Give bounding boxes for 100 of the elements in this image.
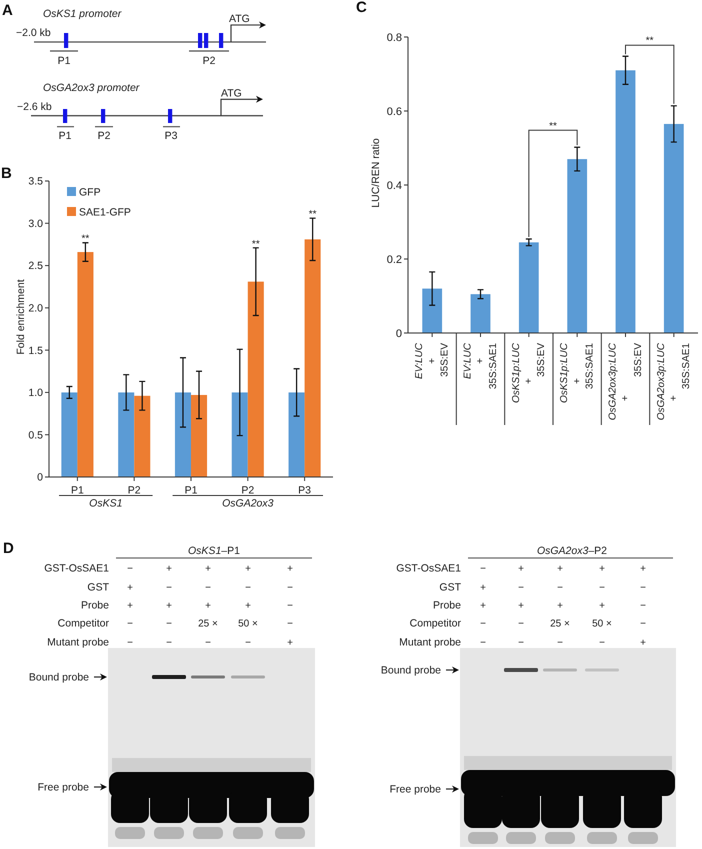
text: GST <box>439 582 462 594</box>
bar <box>616 70 636 333</box>
text: Free probe <box>390 784 442 796</box>
text: + <box>480 582 486 594</box>
bar <box>422 288 442 333</box>
text: ATG <box>221 88 242 100</box>
text: − <box>480 638 486 649</box>
text: + <box>287 564 294 575</box>
text: − <box>557 582 564 594</box>
text: − <box>287 600 294 612</box>
text: 25 × <box>550 618 570 630</box>
text: + <box>127 600 134 612</box>
text: − <box>599 638 606 649</box>
text: Mutant probe <box>47 636 110 649</box>
text: − <box>127 564 134 575</box>
y-axis-title: Fold enrichment <box>15 279 27 355</box>
text: ATG <box>229 13 250 25</box>
text: − <box>518 618 524 630</box>
text: − <box>205 638 212 649</box>
text: P1 <box>58 55 71 67</box>
text: Bound probe <box>380 664 442 677</box>
text: −2.0 kb <box>16 27 51 39</box>
text: GST <box>87 582 110 594</box>
bar <box>248 282 264 477</box>
legend-label: SAE1-GFP <box>79 206 131 218</box>
bar <box>518 242 539 333</box>
y-tick-label: 0.6 <box>386 106 402 118</box>
annotation: ** <box>549 120 557 132</box>
text: OsKS1 promoter <box>43 8 122 20</box>
text: Probe <box>80 600 110 612</box>
y-tick-label: 0.8 <box>386 32 402 44</box>
x-tick-label: P2 <box>241 484 254 496</box>
y-axis-title: LUC/REN ratio <box>370 138 382 208</box>
y-tick-label: 3.5 <box>28 176 44 188</box>
text: P2 <box>202 55 216 67</box>
text: + <box>127 582 134 594</box>
y-tick-label: 0 <box>37 472 44 484</box>
y-tick-label: 1.5 <box>28 344 44 357</box>
text: − <box>480 618 486 630</box>
text: + <box>518 564 524 575</box>
chart-title: B <box>1 165 12 182</box>
text: 25 × <box>198 618 218 630</box>
text: OsGA2ox3–P2 <box>536 545 608 557</box>
bar <box>664 124 684 333</box>
x-tick-label: P1 <box>70 484 84 496</box>
annotation: ** <box>252 238 260 250</box>
text: − <box>287 618 294 630</box>
x-tick-label: EV:LUC + 35S:SAE1 <box>462 342 499 390</box>
annotation: ** <box>82 234 90 245</box>
bar <box>174 392 191 477</box>
text: − <box>166 638 172 649</box>
bar <box>77 252 94 477</box>
y-tick-label: 2.0 <box>28 302 44 315</box>
text: − <box>518 638 524 649</box>
text: + <box>287 638 294 649</box>
text: + <box>166 564 172 575</box>
y-tick-label: 0 <box>396 328 402 340</box>
text: − <box>640 618 646 630</box>
text: − <box>640 582 646 594</box>
x-tick-label: P2 <box>128 484 141 496</box>
text: Mutant probe <box>399 636 462 649</box>
annotation: ** <box>308 209 317 220</box>
text: Free probe <box>38 782 90 794</box>
text: + <box>557 600 564 612</box>
text: − <box>166 582 172 594</box>
text: + <box>599 600 606 612</box>
text: + <box>205 564 212 575</box>
x-tick-label: EV:LUC + 35S:EV <box>414 342 451 379</box>
text: − <box>245 582 252 594</box>
text: A <box>2 2 13 19</box>
text: 50 × <box>238 618 258 630</box>
text: − <box>245 638 252 649</box>
text: + <box>640 638 646 649</box>
text: − <box>480 564 486 575</box>
bar <box>232 392 248 477</box>
text: − <box>557 638 564 649</box>
text: P3 <box>164 130 178 142</box>
x-tick-label: OsGA2ox3p:LUC + 35S:SAE1 <box>656 342 692 420</box>
text: + <box>480 600 486 612</box>
y-tick-label: 0.5 <box>28 429 44 442</box>
text: + <box>205 600 212 612</box>
bar <box>567 159 588 333</box>
legend-label: GFP <box>79 186 101 198</box>
text: − <box>205 582 212 594</box>
text: GST-OsSAE1 <box>44 562 110 575</box>
annotation: ** <box>646 36 654 47</box>
bar <box>61 392 78 477</box>
bar <box>288 392 305 477</box>
text: + <box>640 564 646 575</box>
y-tick-label: 1.0 <box>28 387 44 400</box>
bar <box>134 396 150 477</box>
text: + <box>166 600 172 612</box>
text: − <box>127 618 134 630</box>
text: 50 × <box>592 618 612 630</box>
bar <box>118 392 134 477</box>
text: OsGA2ox3 promoter <box>43 82 140 94</box>
text: − <box>518 582 524 594</box>
text: + <box>518 600 524 612</box>
text: Competitor <box>410 618 462 630</box>
text: − <box>287 582 294 594</box>
